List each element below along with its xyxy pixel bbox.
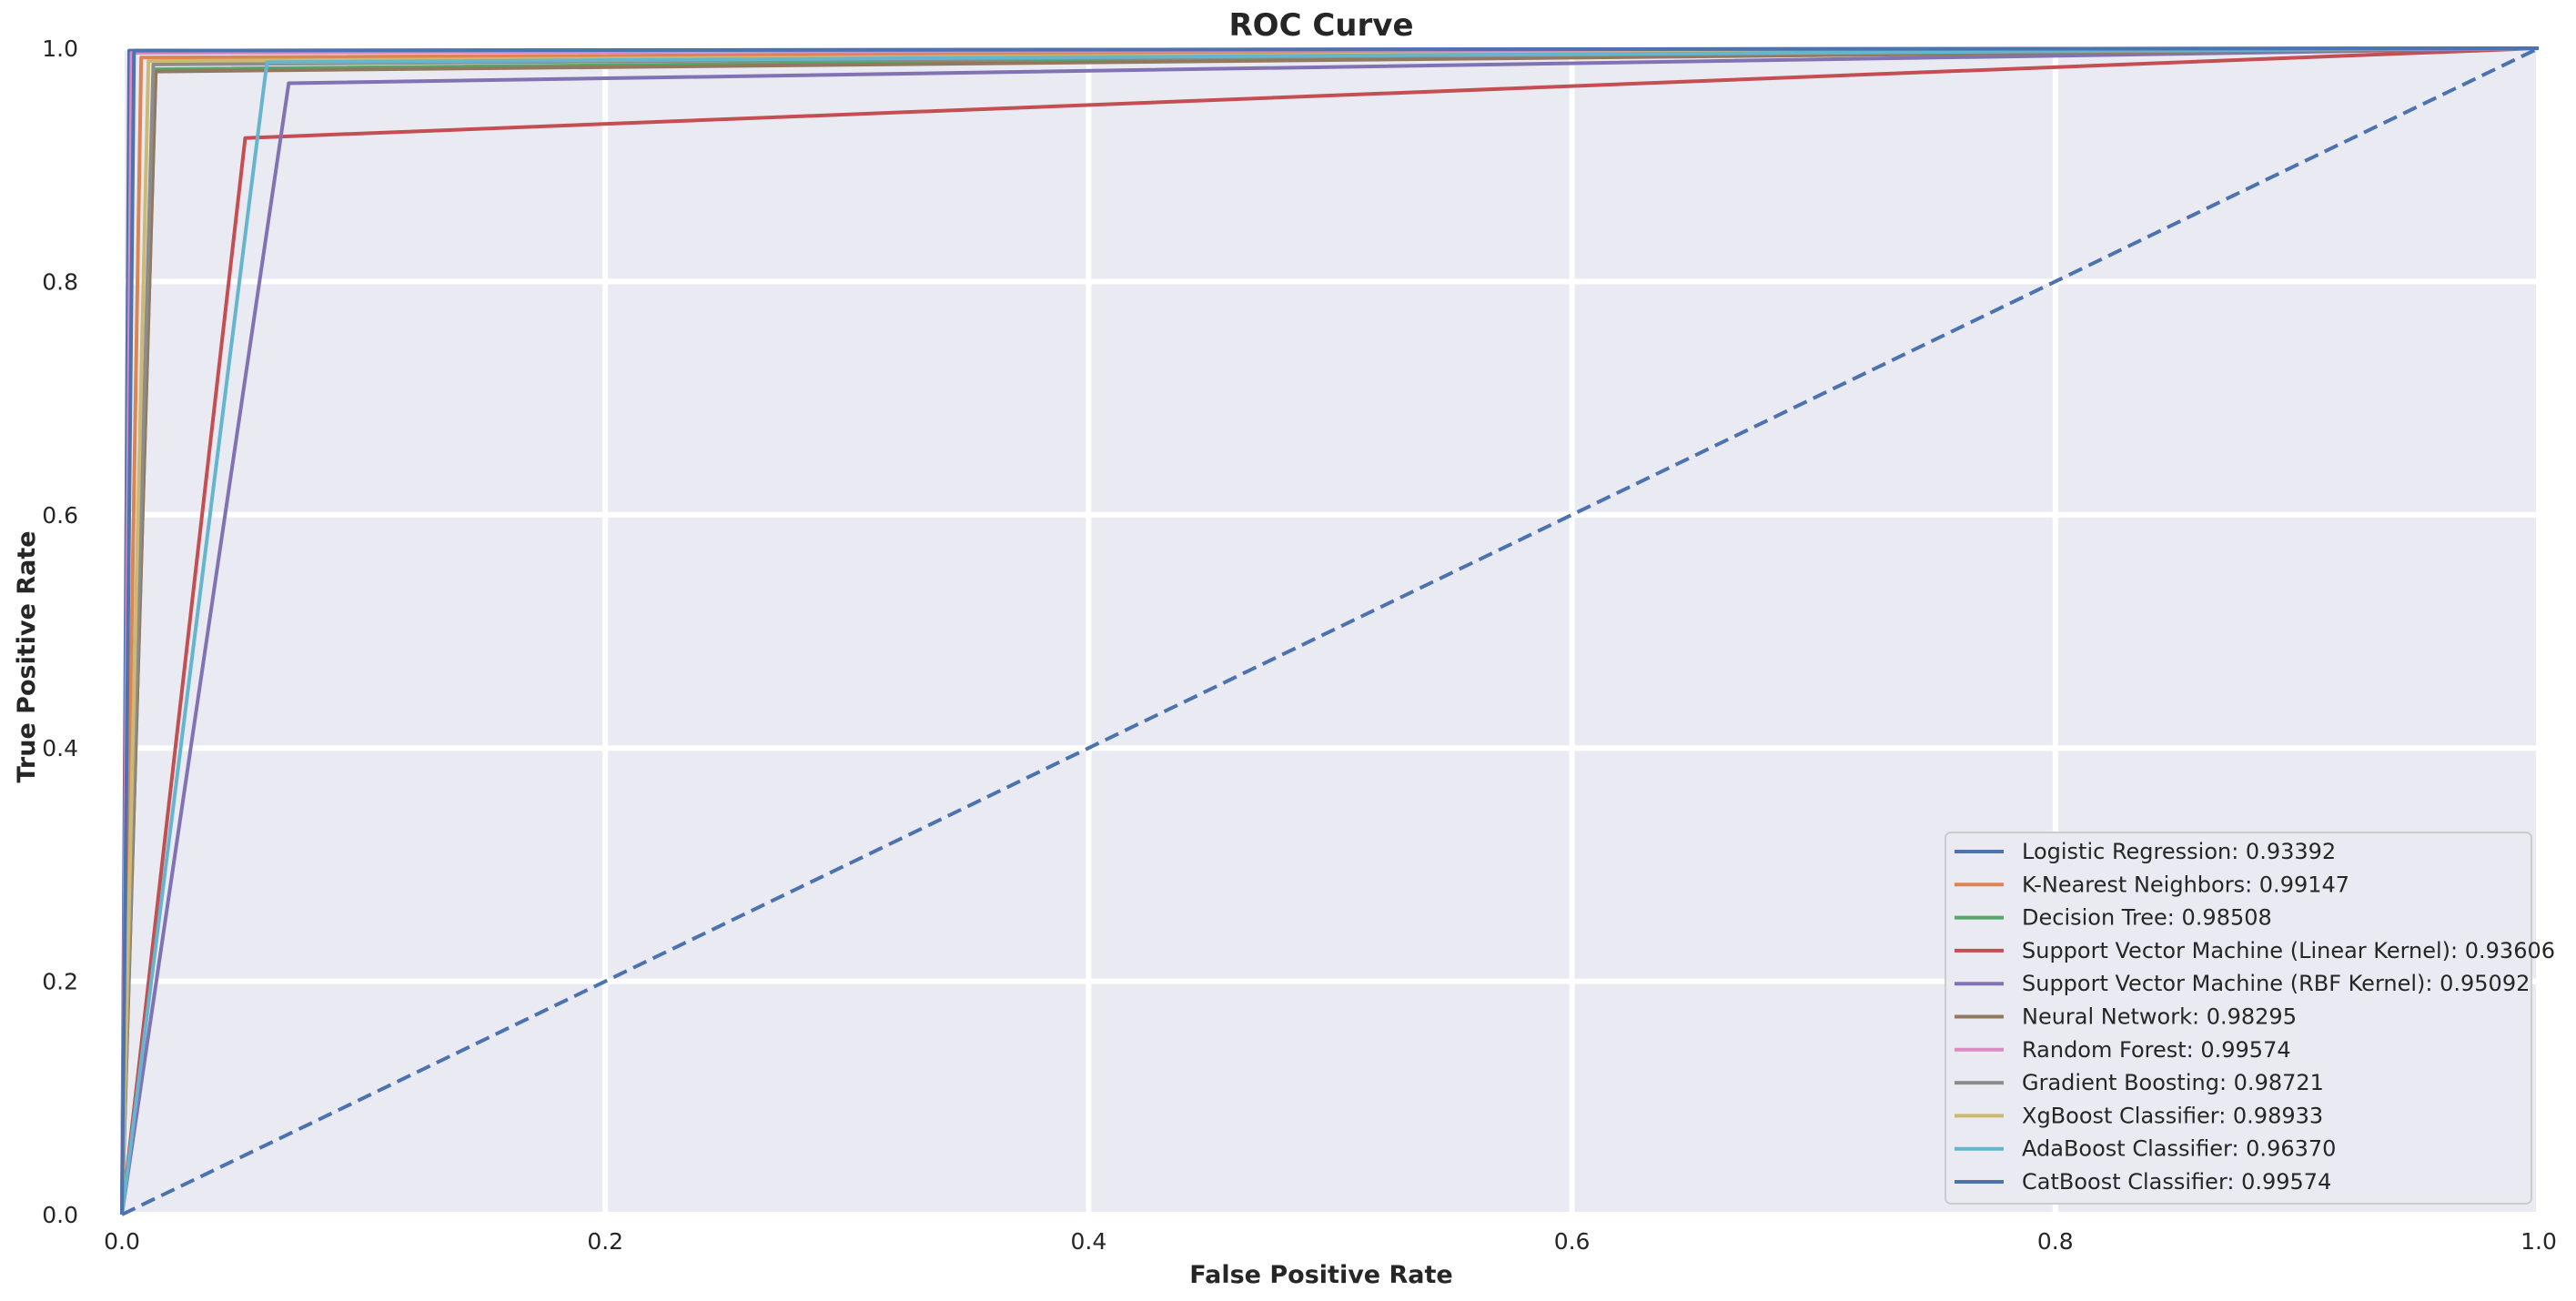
legend-label: Support Vector Machine (RBF Kernel): 0.9…	[2022, 971, 2530, 996]
legend-label: Support Vector Machine (Linear Kernel): …	[2022, 938, 2555, 963]
y-tick-label: 0.8	[42, 268, 78, 295]
legend-box	[1945, 832, 2532, 1205]
legend-item: Decision Tree: 0.98508	[1955, 905, 2272, 931]
x-tick-label: 1.0	[2520, 1228, 2557, 1255]
x-tick-label: 0.4	[1071, 1228, 1107, 1255]
legend-item: Gradient Boosting: 0.98721	[1955, 1070, 2324, 1095]
roc-series-line	[120, 46, 2540, 1215]
x-tick-label: 0.6	[1554, 1228, 1591, 1255]
roc-series-line	[120, 46, 2540, 1215]
x-tick-label: 0.8	[2037, 1228, 2074, 1255]
legend-label: Neural Network: 0.98295	[2022, 1004, 2297, 1030]
legend-label: K-Nearest Neighbors: 0.99147	[2022, 872, 2349, 897]
legend-label: XgBoost Classifier: 0.98933	[2022, 1103, 2323, 1128]
legend-item: Support Vector Machine (RBF Kernel): 0.9…	[1955, 971, 2530, 996]
legend-label: Random Forest: 0.99574	[2022, 1037, 2291, 1063]
legend-item: AdaBoost Classifier: 0.96370	[1955, 1136, 2336, 1162]
x-tick-label: 0.2	[587, 1228, 623, 1255]
legend-label: Gradient Boosting: 0.98721	[2022, 1070, 2324, 1095]
legend-label: AdaBoost Classifier: 0.96370	[2022, 1136, 2336, 1162]
y-tick-label: 1.0	[42, 35, 78, 62]
legend: Logistic Regression: 0.93392 K-Nearest Ne…	[1945, 832, 2555, 1205]
roc-series-line	[120, 46, 2540, 1215]
x-axis-label: False Positive Rate	[1189, 1261, 1453, 1289]
legend-item: Logistic Regression: 0.93392	[1955, 839, 2336, 864]
legend-item: Random Forest: 0.99574	[1955, 1037, 2291, 1063]
legend-item: Neural Network: 0.98295	[1955, 1004, 2297, 1030]
legend-item: K-Nearest Neighbors: 0.99147	[1955, 872, 2349, 897]
y-tick-label: 0.4	[42, 735, 78, 761]
legend-label: Logistic Regression: 0.93392	[2022, 839, 2336, 864]
legend-item: CatBoost Classifier: 0.99574	[1955, 1169, 2331, 1195]
x-axis-ticks: 0.0 0.2 0.4 0.6 0.8 1.0	[104, 1228, 2557, 1255]
diagonal-reference-line	[121, 46, 2540, 1216]
y-tick-label: 0.0	[42, 1202, 78, 1228]
legend-label: CatBoost Classifier: 0.99574	[2022, 1169, 2331, 1195]
roc-series-line	[120, 46, 2540, 1215]
y-tick-label: 0.2	[42, 969, 78, 995]
y-tick-label: 0.6	[42, 502, 78, 529]
series-lines	[120, 46, 2540, 1216]
legend-item: Support Vector Machine (Linear Kernel): …	[1955, 938, 2555, 963]
legend-label: Decision Tree: 0.98508	[2022, 905, 2272, 931]
legend-item: XgBoost Classifier: 0.98933	[1955, 1103, 2323, 1128]
y-axis-label: True Positive Rate	[13, 530, 41, 782]
x-tick-label: 0.0	[104, 1228, 140, 1255]
chart-title: ROC Curve	[1228, 7, 1413, 44]
y-axis-ticks: 0.0 0.2 0.4 0.6 0.8 1.0	[42, 35, 78, 1228]
